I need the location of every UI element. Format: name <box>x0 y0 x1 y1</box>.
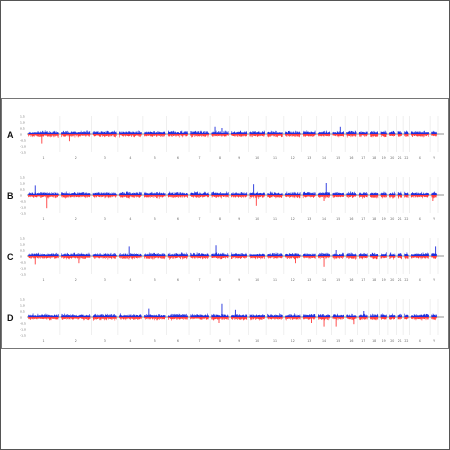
chromosome-label: 4 <box>129 156 131 160</box>
chromosome-label: 10 <box>255 217 259 221</box>
chromosome-label: 15 <box>336 217 340 221</box>
y-tick-label: -1.0 <box>20 206 26 210</box>
chromosome-label: Y <box>433 156 435 160</box>
chromosome-label: 12 <box>291 217 295 221</box>
chromosome-label: 19 <box>382 217 386 221</box>
chromosome-label: 9 <box>238 156 240 160</box>
chromosome-label: 7 <box>199 217 201 221</box>
y-tick-label: 1.5 <box>20 176 25 180</box>
y-tick-label: 0 <box>20 133 22 137</box>
chromosome-label: 13 <box>307 156 311 160</box>
y-tick-label: -0.5 <box>20 200 26 204</box>
chromosome-label: 22 <box>404 156 408 160</box>
y-tick-label: 0.5 <box>20 188 25 192</box>
y-tick-label: -1.5 <box>20 212 26 216</box>
chromosome-label: 21 <box>398 217 402 221</box>
chromosome-label: 5 <box>154 156 156 160</box>
figure-panel-frame <box>1 98 449 349</box>
y-tick-label: 0 <box>20 194 22 198</box>
chromosome-label: 8 <box>219 156 221 160</box>
chromosome-label: 14 <box>322 156 326 160</box>
chromosome-label: 4 <box>129 217 131 221</box>
chromosome-label: 18 <box>372 156 376 160</box>
chromosome-label: 3 <box>104 156 106 160</box>
chromosome-label: 12 <box>291 156 295 160</box>
chromosome-label: 16 <box>349 217 353 221</box>
chromosome-label: 5 <box>154 217 156 221</box>
chromosome-label: 20 <box>390 217 394 221</box>
chromosome-label: 3 <box>104 217 106 221</box>
chromosome-label: X <box>419 156 422 160</box>
chromosome-label: 1 <box>42 217 44 221</box>
chromosome-label: 6 <box>177 156 179 160</box>
y-tick-label: 1.0 <box>20 121 25 125</box>
y-tick-label: -1.5 <box>20 151 26 155</box>
panel-a: A1.51.00.50-0.5-1.0-1.51 2 3 4 5 6 7 8 9 10 11 12 13… <box>7 115 444 160</box>
chromosome-label: 2 <box>75 217 77 221</box>
chromosome-label: 2 <box>75 156 77 160</box>
chromosome-label: 13 <box>307 217 311 221</box>
chromosome-label: 11 <box>273 156 277 160</box>
chromosome-label: 7 <box>199 156 201 160</box>
chromosome-label: 9 <box>238 217 240 221</box>
y-tick-label: -1.0 <box>20 145 26 149</box>
chromosome-label: 11 <box>273 217 277 221</box>
chromosome-label: 18 <box>372 217 376 221</box>
panel-label: B <box>7 191 14 201</box>
panel-b: B1.51.00.50-0.5-1.0-1.51 2 3 4 5 6 7 8 9 10 11 12 13… <box>7 176 444 221</box>
panel-label: A <box>7 130 14 140</box>
y-tick-label: -0.5 <box>20 139 26 143</box>
chromosome-label: Y <box>433 217 435 221</box>
chromosome-label: X <box>419 217 422 221</box>
y-tick-label: 1.0 <box>20 182 25 186</box>
chromosome-label: 1 <box>42 156 44 160</box>
chromosome-label: 19 <box>382 156 386 160</box>
chromosome-label: 15 <box>336 156 340 160</box>
chromosome-label: 22 <box>404 217 408 221</box>
chromosome-label: 21 <box>398 156 402 160</box>
chromosome-label: 17 <box>361 217 365 221</box>
chromosome-label: 14 <box>322 217 326 221</box>
chromosome-label: 17 <box>361 156 365 160</box>
chromosome-label: 10 <box>255 156 259 160</box>
chromosome-label: 16 <box>349 156 353 160</box>
chromosome-label: 20 <box>390 156 394 160</box>
chromosome-label: 8 <box>219 217 221 221</box>
y-tick-label: 1.5 <box>20 115 25 119</box>
y-tick-label: 0.5 <box>20 127 25 131</box>
chromosome-label: 6 <box>177 217 179 221</box>
